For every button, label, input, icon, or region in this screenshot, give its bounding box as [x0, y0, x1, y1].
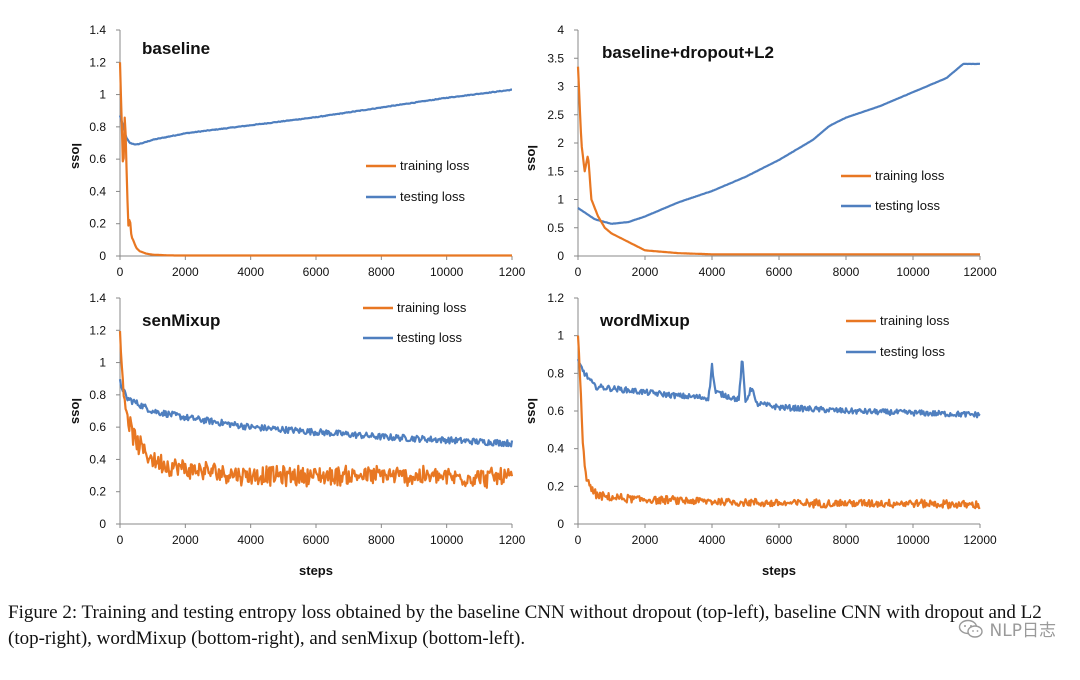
y-tick-label: 0.8 [89, 120, 106, 134]
x-tick-label: 6000 [303, 533, 330, 547]
x-tick-label: 0 [117, 533, 124, 547]
series-testing-loss [576, 358, 981, 419]
series-testing-loss [118, 379, 514, 448]
wechat-icon [958, 619, 983, 638]
legend-label: training loss [400, 158, 470, 173]
y-tick-label: 0 [557, 517, 564, 531]
y-tick-label: 3.5 [547, 51, 564, 65]
x-tick-label: 0 [575, 533, 582, 547]
x-tick-label: 4000 [237, 533, 264, 547]
legend-label: testing loss [397, 330, 463, 345]
x-tick-label: 10000 [896, 265, 930, 279]
x-tick-label: 8000 [368, 265, 395, 279]
y-tick-label: 0.6 [547, 404, 564, 418]
x-tick-label: 4000 [699, 265, 726, 279]
series-training-loss [576, 66, 981, 256]
x-tick-label: 2000 [172, 533, 199, 547]
x-tick-label: 10000 [896, 533, 930, 547]
y-tick-label: 1.2 [89, 323, 106, 337]
x-tick-label: 2000 [172, 265, 199, 279]
x-tick-label: 10000 [430, 265, 464, 279]
y-tick-label: 0 [557, 249, 564, 263]
y-tick-label: 4 [557, 23, 564, 37]
series-testing-loss [577, 62, 981, 225]
x-tick-label: 2000 [632, 265, 659, 279]
y-tick-label: 1 [99, 356, 106, 370]
y-tick-label: 1.2 [547, 291, 564, 305]
watermark: NLP日志 [958, 616, 1056, 641]
panel-title: baseline+dropout+L2 [602, 43, 774, 62]
y-tick-label: 0 [99, 249, 106, 263]
y-tick-label: 0.8 [89, 388, 106, 402]
y-tick-label: 0.5 [547, 221, 564, 235]
legend-label: training loss [875, 168, 945, 183]
legend-label: training loss [397, 300, 467, 315]
x-tick-label: 2000 [632, 533, 659, 547]
y-tick-label: 0.4 [547, 442, 564, 456]
x-tick-label: 1200 [499, 533, 526, 547]
x-tick-label: 6000 [766, 265, 793, 279]
legend-label: testing loss [880, 344, 946, 359]
legend-label: testing loss [400, 189, 466, 204]
x-tick-label: 0 [117, 265, 124, 279]
series-training-loss [118, 62, 513, 257]
x-tick-label: 6000 [303, 265, 330, 279]
legend-label: testing loss [875, 198, 941, 213]
x-tick-label: 8000 [368, 533, 395, 547]
y-axis-label: loss [525, 398, 540, 424]
y-tick-label: 2 [557, 136, 564, 150]
x-axis-label: steps [299, 563, 333, 578]
y-axis-label: loss [69, 143, 84, 169]
x-tick-label: 8000 [833, 533, 860, 547]
x-tick-label: 10000 [430, 533, 464, 547]
y-tick-label: 1.2 [89, 55, 106, 69]
panel-title: baseline [142, 39, 210, 58]
y-tick-label: 1 [557, 329, 564, 343]
x-tick-label: 12000 [963, 533, 997, 547]
series-testing-loss [118, 88, 513, 146]
y-tick-label: 0.2 [547, 479, 564, 493]
y-tick-label: 1.4 [89, 23, 106, 37]
y-axis-label: loss [69, 398, 84, 424]
figure-caption: Figure 2: Training and testing entropy l… [8, 602, 1042, 649]
watermark-text: NLP日志 [989, 621, 1056, 641]
x-tick-label: 4000 [237, 265, 264, 279]
y-tick-label: 0.2 [89, 217, 106, 231]
x-axis-label: steps [762, 563, 796, 578]
y-tick-label: 0.8 [547, 366, 564, 380]
y-tick-label: 2.5 [547, 108, 564, 122]
y-tick-label: 0.6 [89, 152, 106, 166]
y-tick-label: 1.5 [547, 164, 564, 178]
y-tick-label: 1 [99, 88, 106, 102]
y-tick-label: 0.6 [89, 420, 106, 434]
x-tick-label: 12000 [963, 265, 997, 279]
legend-label: training loss [880, 313, 950, 328]
series-training-loss [576, 335, 981, 510]
y-tick-label: 0.2 [89, 485, 106, 499]
x-tick-label: 6000 [766, 533, 793, 547]
x-tick-label: 4000 [699, 533, 726, 547]
x-tick-label: 8000 [833, 265, 860, 279]
y-tick-label: 0.4 [89, 184, 106, 198]
x-tick-label: 0 [575, 265, 582, 279]
y-axis-label: loss [525, 145, 540, 171]
panel-title: senMixup [142, 311, 220, 330]
y-tick-label: 3 [557, 80, 564, 94]
y-tick-label: 1 [557, 193, 564, 207]
series-training-loss [118, 331, 514, 489]
figure-2: 00.20.40.60.811.21.40 2000 4000 6000 8000 100… [69, 23, 997, 578]
y-tick-label: 1.4 [89, 291, 106, 305]
y-tick-label: 0 [99, 517, 106, 531]
panel-title: wordMixup [599, 311, 690, 330]
y-tick-label: 0.4 [89, 452, 106, 466]
x-tick-label: 1200 [499, 265, 526, 279]
